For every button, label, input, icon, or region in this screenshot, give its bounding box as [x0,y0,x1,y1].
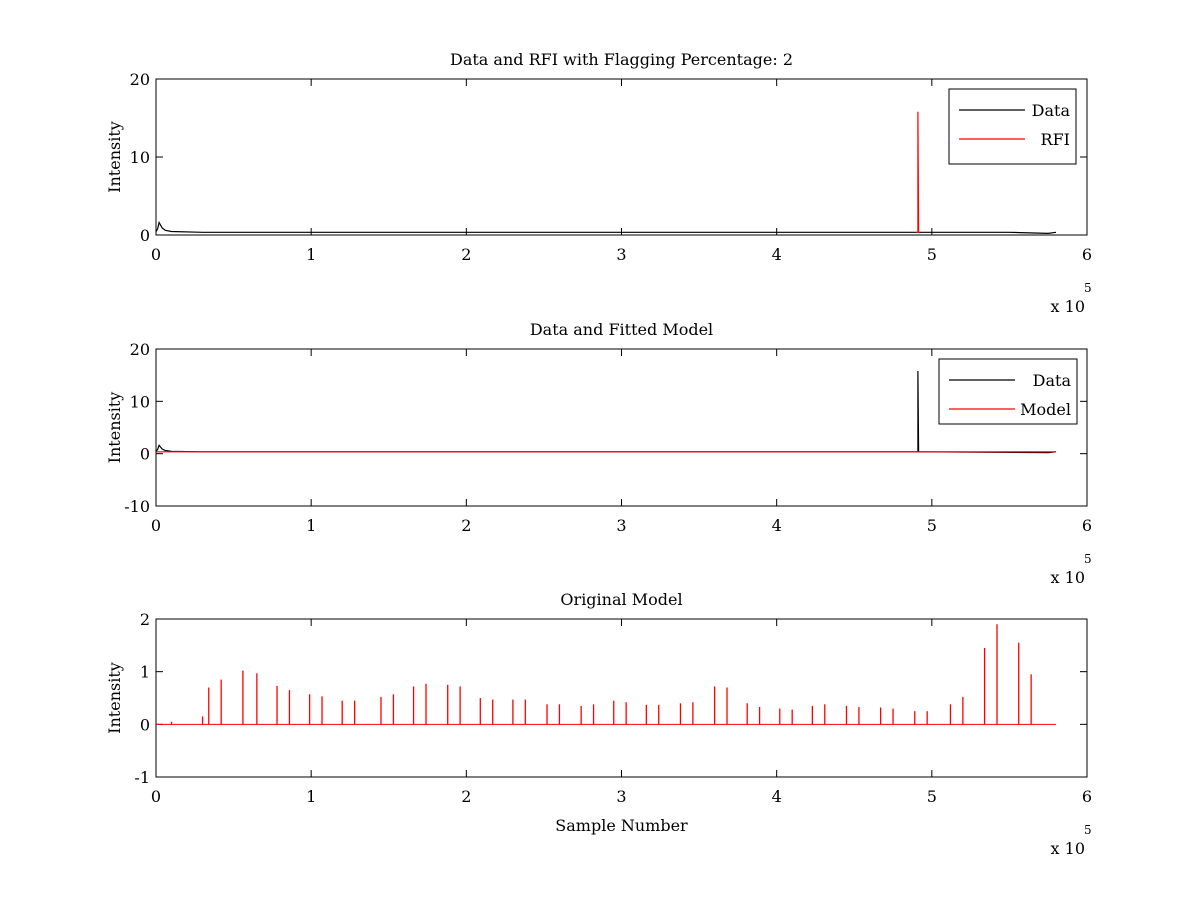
legend: Data Model [938,358,1078,425]
x-tick-label: 5 [927,245,937,264]
y-tick-label: 10 [130,148,150,167]
plot-area [155,78,1088,236]
x-tick-label: 1 [306,516,316,535]
legend-label: Model [1020,400,1071,419]
x-tick-label: 3 [616,516,626,535]
y-tick-label: 20 [130,70,150,89]
y-axis-label: Intensity [105,662,124,734]
chart-panel-1: 0 1 2 3 4 5 6 0 10 20 Data and RFI with Flagging P… [105,50,1092,316]
y-axis-label: Intensity [105,121,124,193]
y-tick-label: 20 [130,340,150,359]
x-exponent-power: 5 [1084,823,1092,837]
x-tick-label: 2 [461,787,471,806]
x-tick-label: 0 [151,516,161,535]
x-tick-label: 2 [461,516,471,535]
y-tick-label: 0 [140,226,150,245]
x-tick-label: 4 [772,516,782,535]
series-line-rfi [916,111,920,233]
y-tick-label: -10 [124,497,150,516]
y-tick-label: 0 [140,715,150,734]
chart-title: Original Model [560,590,682,609]
x-tick-label: 3 [616,787,626,806]
x-exponent-base: x 10 [1051,297,1085,316]
chart-title: Data and RFI with Flagging Percentage: 2 [450,50,793,69]
x-tick-label: 0 [151,787,161,806]
x-tick-label: 5 [927,516,937,535]
y-tick-label: 1 [140,663,150,682]
x-tick-label: 1 [306,245,316,264]
x-tick-label: 4 [772,787,782,806]
legend-label: Data [1033,371,1072,390]
legend-label: Data [1032,101,1071,120]
x-exponent-power: 5 [1084,281,1092,295]
x-exponent-base: x 10 [1051,568,1085,587]
chart-title: Data and Fitted Model [530,320,713,339]
legend-box [938,358,1078,425]
x-tick-label: 0 [151,245,161,264]
x-exponent-power: 5 [1084,552,1092,566]
legend-label: RFI [1041,130,1070,149]
x-tick-label: 4 [772,245,782,264]
x-tick-label: 1 [306,787,316,806]
y-axis-label: Intensity [105,392,124,464]
x-exponent-base: x 10 [1051,839,1085,858]
y-tick-label: 2 [140,610,150,629]
x-tick-label: 3 [616,245,626,264]
series-line-data [155,220,1057,235]
plot-area [155,348,1088,507]
x-axis-label: Sample Number [555,816,688,835]
x-tick-label: 5 [927,787,937,806]
x-tick-label: 6 [1082,787,1092,806]
y-tick-label: 10 [130,392,150,411]
y-tick-label: 0 [140,445,150,464]
plot-area [155,618,1088,778]
x-tick-label: 6 [1082,245,1092,264]
legend-box [948,88,1077,165]
y-tick-label: -1 [134,768,150,787]
x-tick-label: 6 [1082,516,1092,535]
legend: Data RFI [948,88,1077,165]
x-tick-label: 2 [461,245,471,264]
